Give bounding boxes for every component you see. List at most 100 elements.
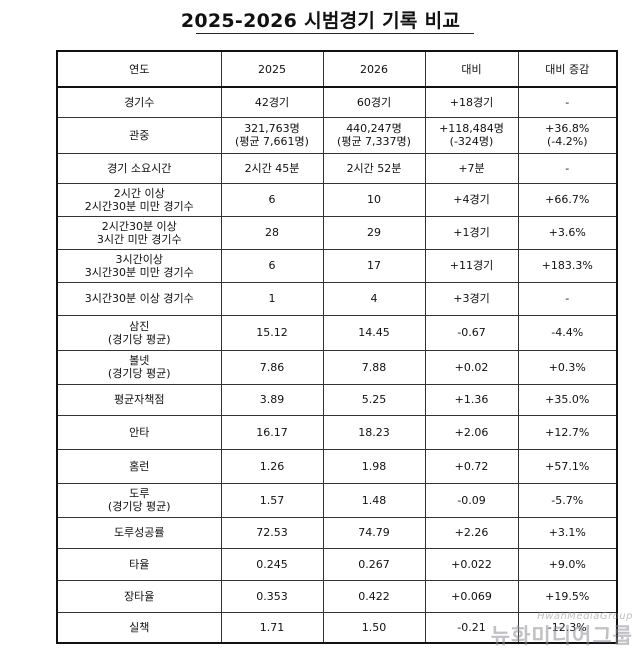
metric-label: 3시간 미만 경기수: [96, 232, 182, 246]
value-2026: 0.267: [358, 557, 390, 571]
value-diff-cell: -0.67: [424, 314, 519, 351]
value-pct-change: +19.5%: [545, 589, 590, 603]
value-2025: 321,763명: [244, 122, 300, 135]
value-diff: (-324명): [449, 135, 494, 148]
value-2026: 4: [370, 292, 378, 305]
metric-label: (경기당 평균): [107, 332, 171, 346]
metric-label: 평균자책점: [113, 393, 165, 406]
value-2026-cell: 17: [322, 248, 426, 283]
metric-label: 볼넷: [129, 354, 150, 367]
value-2025-cell: 1.26: [220, 448, 324, 484]
value-2026: 74.79: [358, 526, 390, 539]
value-2025: 42경기: [254, 95, 290, 109]
header-2026: 2026: [322, 50, 426, 88]
table-row: 타율 0.245 0.267 +0.022 +9.0%: [56, 547, 618, 581]
value-diff: +4경기: [453, 193, 490, 206]
value-2026-cell: 1.48: [322, 482, 426, 518]
value-2026: 29: [367, 226, 381, 239]
value-2026-cell: 0.422: [322, 579, 426, 613]
metric-label-cell: 실책: [56, 611, 222, 644]
metric-label: 3시간30분 이상 경기수: [84, 292, 194, 305]
value-pct-change-cell: +57.1%: [517, 448, 618, 484]
value-2026: 60경기: [356, 95, 392, 109]
value-pct-change: -: [565, 95, 570, 109]
title-underline: [196, 33, 474, 34]
value-2025: (평균 7,661명): [235, 135, 309, 148]
metric-label: 도루성공률: [113, 526, 165, 539]
metric-label: 타율: [129, 557, 150, 571]
table-row: 삼진 (경기당 평균) 15.12 14.45 -0.67 -4.4%: [56, 314, 618, 351]
value-diff-cell: -0.09: [424, 482, 519, 518]
value-diff-cell: +0.02: [424, 349, 519, 385]
value-2025: 1.71: [259, 620, 285, 634]
metric-label-cell: 안타: [56, 414, 222, 450]
value-pct-change-cell: +36.8% (-4.2%): [517, 116, 618, 154]
value-2026-cell: 29: [322, 215, 426, 250]
value-pct-change: +12.7%: [545, 425, 590, 439]
table-row: 3시간이상 3시간30분 미만 경기수 6 17 +11경기 +183.3%: [56, 248, 618, 283]
value-2025: 28: [265, 226, 279, 239]
value-2026: 440,247명: [346, 122, 402, 135]
value-pct-change-cell: +3.6%: [517, 215, 618, 250]
value-diff: +0.02: [454, 360, 489, 374]
value-diff-cell: +0.72: [424, 448, 519, 484]
metric-label: 실책: [129, 620, 150, 634]
value-pct-change: +183.3%: [541, 259, 593, 272]
table-row: 2시간30분 이상 3시간 미만 경기수 28 29 +1경기 +3.6%: [56, 215, 618, 250]
value-diff: +118,484명: [439, 122, 504, 135]
table-header-row: 연도 2025 2026 대비 대비 증감: [56, 50, 618, 88]
metric-label-cell: 타율: [56, 547, 222, 581]
record-comparison-table: 연도 2025 2026 대비 대비 증감 경기수 42경기 60경기 +18경기 - 관…: [56, 50, 618, 644]
metric-label: 삼진: [129, 319, 150, 333]
value-2025-cell: 0.245: [220, 547, 324, 581]
table-row: 경기 소요시간 2시간 45분 2시간 52분 +7분 -: [56, 152, 618, 184]
value-diff: +1경기: [453, 226, 490, 239]
value-2025-cell: 0.353: [220, 579, 324, 613]
value-pct-change-cell: +183.3%: [517, 248, 618, 283]
metric-label: (경기당 평균): [107, 367, 171, 380]
value-pct-change: +3.1%: [548, 526, 586, 539]
value-2025: 7.86: [259, 360, 285, 374]
value-pct-change: (-4.2%): [547, 135, 588, 148]
value-diff: -0.09: [457, 493, 486, 507]
value-2026: 1.98: [361, 459, 387, 473]
value-2026-cell: 18.23: [322, 414, 426, 450]
value-2025-cell: 28: [220, 215, 324, 250]
table-body: 연도 2025 2026 대비 대비 증감 경기수 42경기 60경기 +18경기 - 관…: [56, 50, 618, 644]
value-2025: 0.353: [256, 589, 288, 603]
value-diff: +18경기: [449, 95, 494, 109]
value-2025: 3.89: [259, 393, 285, 406]
value-pct-change: +57.1%: [545, 459, 590, 473]
metric-label-cell: 장타율: [56, 579, 222, 613]
value-pct-change: +35.0%: [545, 393, 590, 406]
value-pct-change-cell: +12.7%: [517, 414, 618, 450]
value-diff: +1.36: [454, 393, 489, 406]
metric-label: 2시간 이상: [113, 186, 165, 200]
metric-label: 관중: [129, 128, 150, 142]
value-2026-cell: 2시간 52분: [322, 152, 426, 184]
value-2026-cell: 4: [322, 281, 426, 316]
value-2026-cell: 0.267: [322, 547, 426, 581]
value-diff-cell: +7분: [424, 152, 519, 184]
value-pct-change: -4.4%: [551, 326, 584, 339]
value-diff: +2.06: [454, 425, 489, 439]
value-pct-change-cell: -4.4%: [517, 314, 618, 351]
value-diff-cell: +18경기: [424, 86, 519, 118]
value-2025: 2시간 45분: [244, 161, 300, 175]
value-2025: 15.12: [256, 326, 288, 339]
value-pct-change-cell: -12.3%: [517, 611, 618, 644]
metric-label: 2시간30분 이상: [101, 219, 177, 233]
value-pct-change: -: [565, 161, 570, 175]
value-pct-change: +36.8%: [545, 122, 590, 135]
value-pct-change: +0.3%: [548, 360, 586, 374]
value-diff: +11경기: [449, 259, 494, 272]
value-2025: 72.53: [256, 526, 288, 539]
value-pct-change: -12.3%: [547, 620, 587, 634]
metric-label: 안타: [129, 425, 150, 439]
value-2025-cell: 1.57: [220, 482, 324, 518]
value-2026-cell: 74.79: [322, 516, 426, 549]
value-diff-cell: -0.21: [424, 611, 519, 644]
table-row: 관중 321,763명 (평균 7,661명) 440,247명 (평균 7,337명)…: [56, 116, 618, 154]
metric-label-cell: 경기 소요시간: [56, 152, 222, 184]
value-pct-change-cell: -: [517, 152, 618, 184]
